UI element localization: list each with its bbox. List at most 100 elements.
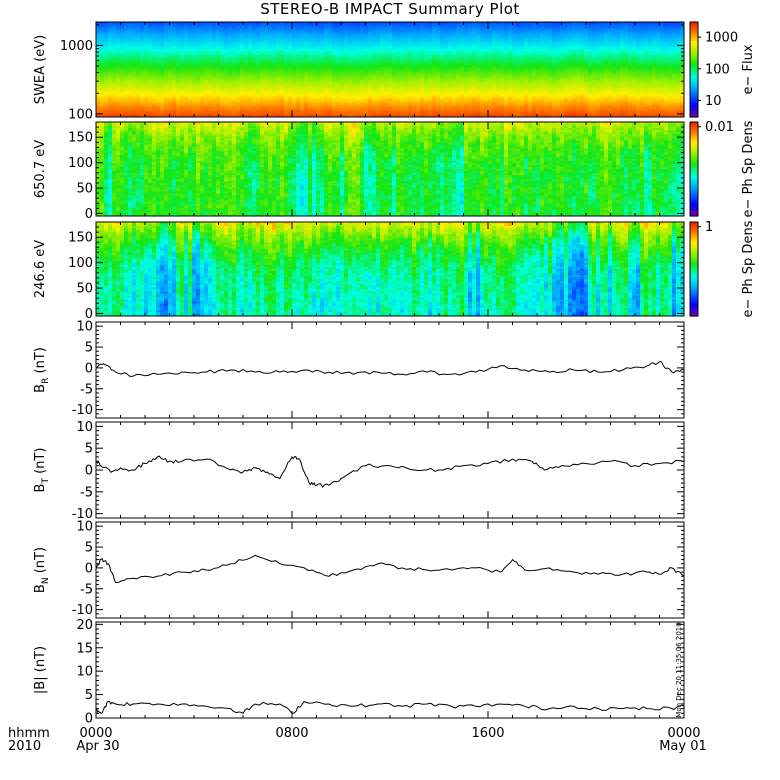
- spectrogram-cell: [388, 110, 393, 114]
- spectrogram-cell: [208, 24, 213, 27]
- spectrogram-cell: [240, 90, 245, 93]
- spectrogram-cell: [100, 36, 105, 40]
- spectrogram-cell: [208, 106, 213, 110]
- spectrogram-cell: [108, 104, 113, 108]
- spectrogram-cell: [112, 22, 117, 25]
- spectrogram-cell: [264, 57, 269, 60]
- spectrogram-cell: [408, 73, 413, 77]
- spectrogram-cell: [440, 100, 445, 104]
- spectrogram-cell: [436, 38, 441, 42]
- spectrogram-cell: [304, 96, 309, 100]
- spectrogram-cell: [172, 38, 177, 42]
- spectrogram-cell: [480, 59, 485, 62]
- spectrogram-cell: [192, 34, 197, 38]
- spectrogram-cell: [420, 30, 425, 33]
- spectrogram-cell: [188, 86, 193, 89]
- spectrogram-cell: [372, 102, 377, 106]
- spectrogram-cell: [464, 57, 469, 60]
- spectrogram-cell: [504, 71, 509, 75]
- spectrogram-cell: [328, 90, 333, 93]
- spectrogram-cell: [408, 96, 413, 100]
- spectrogram-cell: [292, 59, 297, 62]
- spectrogram-cell: [280, 36, 285, 40]
- spectrogram-cell: [528, 63, 533, 66]
- spectrogram-cell: [212, 114, 217, 117]
- spectrogram-cell: [464, 40, 469, 44]
- spectrogram-cell: [484, 67, 489, 71]
- spectrogram-cell: [164, 86, 169, 89]
- spectrogram-cell: [184, 50, 189, 54]
- spectrogram-cell: [372, 48, 377, 52]
- spectrogram-cell: [140, 81, 145, 85]
- spectrogram-cell: [268, 96, 273, 100]
- spectrogram-cell: [120, 108, 125, 112]
- spectrogram-cell: [320, 57, 325, 60]
- spectrogram-cell: [424, 44, 429, 48]
- spectrogram-cell: [248, 86, 253, 89]
- spectrogram-cell: [428, 81, 433, 85]
- spectrogram-cell: [380, 75, 385, 79]
- spectrogram-cell: [152, 79, 157, 83]
- spectrogram-cell: [504, 65, 509, 69]
- spectrogram-cell: [508, 24, 513, 27]
- spectrogram-cell: [288, 90, 293, 93]
- spectrogram-cell: [260, 30, 265, 33]
- spectrogram-cell: [204, 28, 209, 31]
- spectrogram-cell: [436, 32, 441, 35]
- spectrogram-cell: [208, 34, 213, 38]
- spectrogram-cell: [108, 28, 113, 31]
- spectrogram-cell: [332, 112, 337, 116]
- spectrogram-cell: [104, 102, 109, 106]
- spectrogram-cell: [284, 81, 289, 85]
- spectrogram-cell: [272, 38, 277, 42]
- spectrogram-cell: [340, 110, 345, 114]
- spectrogram-cell: [424, 106, 429, 110]
- spectrogram-cell: [96, 106, 101, 110]
- spectrogram-cell: [372, 104, 377, 108]
- spectrogram-cell: [220, 102, 225, 106]
- spectrogram-cell: [104, 63, 109, 66]
- spectrogram-cell: [484, 34, 489, 38]
- spectrogram-cell: [140, 65, 145, 69]
- spectrogram-cell: [456, 81, 461, 85]
- spectrogram-cell: [312, 44, 317, 48]
- spectrogram-cell: [220, 69, 225, 73]
- spectrogram-cell: [120, 46, 125, 50]
- spectrogram-cell: [164, 34, 169, 38]
- spectrogram-cell: [312, 114, 317, 117]
- spectrogram-cell: [164, 79, 169, 83]
- spectrogram-cell: [516, 65, 521, 69]
- spectrogram-cell: [520, 50, 525, 54]
- spectrogram-cell: [212, 73, 217, 77]
- spectrogram-cell: [280, 55, 285, 58]
- spectrogram-cell: [308, 96, 313, 100]
- spectrogram-cell: [248, 52, 253, 56]
- spectrogram-cell: [268, 50, 273, 54]
- spectrogram-cell: [508, 55, 513, 58]
- spectrogram-cell: [296, 75, 301, 79]
- spectrogram-cell: [240, 40, 245, 44]
- spectrogram-cell: [300, 42, 305, 46]
- spectrogram-cell: [220, 59, 225, 62]
- spectrogram-cell: [164, 69, 169, 73]
- spectrogram-cell: [272, 112, 277, 116]
- spectrogram-cell: [244, 24, 249, 27]
- spectrogram-cell: [152, 92, 157, 95]
- spectrogram-cell: [332, 26, 337, 29]
- spectrogram-cell: [124, 57, 129, 60]
- spectrogram-cell: [408, 59, 413, 62]
- spectrogram-cell: [412, 63, 417, 66]
- spectrogram-cell: [500, 108, 505, 112]
- spectrogram-cell: [324, 38, 329, 42]
- spectrogram-cell: [480, 88, 485, 91]
- spectrogram-cell: [200, 71, 205, 75]
- spectrogram-cell: [320, 86, 325, 89]
- spectrogram-cell: [180, 57, 185, 60]
- spectrogram-cell: [464, 106, 469, 110]
- spectrogram-cell: [436, 50, 441, 54]
- spectrogram-cell: [168, 63, 173, 66]
- spectrogram-cell: [268, 55, 273, 58]
- spectrogram-cell: [464, 55, 469, 58]
- spectrogram-cell: [268, 22, 273, 25]
- spectrogram-cell: [276, 79, 281, 83]
